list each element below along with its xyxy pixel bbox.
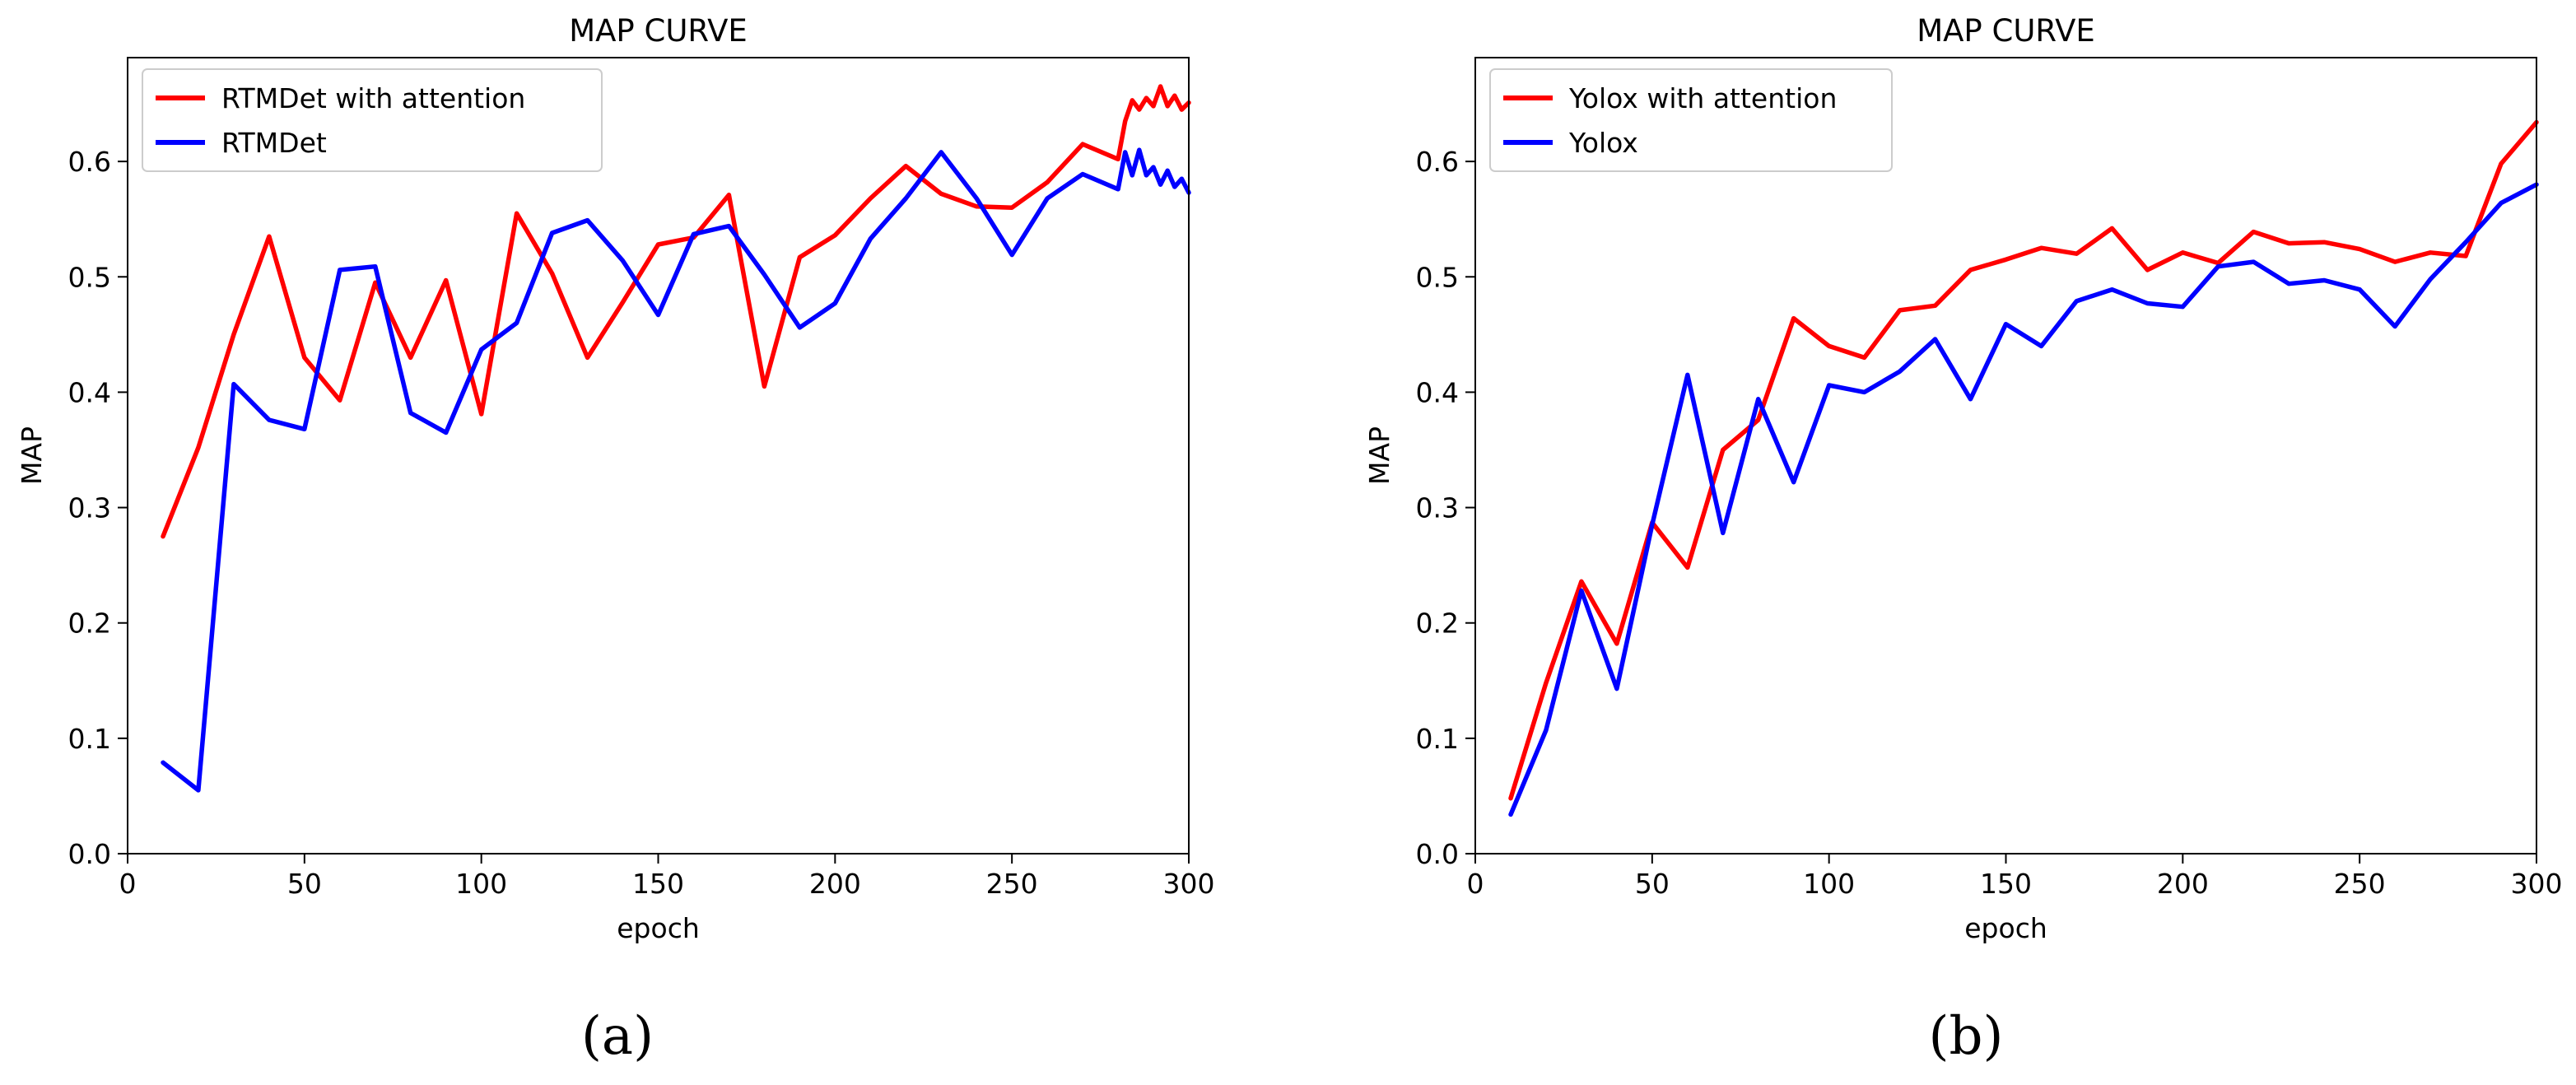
legend-label: Yolox with attention: [1568, 82, 1837, 114]
series-line-baseline: [161, 147, 1191, 793]
y-axis-label: MAP: [1363, 426, 1395, 485]
x-axis-label: epoch: [617, 912, 700, 944]
y-tick-label: 0.3: [68, 492, 111, 524]
legend-label: RTMDet with attention: [221, 82, 525, 114]
x-tick-label: 300: [2511, 868, 2563, 900]
x-tick-label: 50: [287, 868, 322, 900]
x-tick-label: 100: [455, 868, 507, 900]
y-axis-label: MAP: [16, 426, 48, 485]
y-tick-label: 0.4: [1416, 376, 1459, 408]
y-tick-label: 0.6: [68, 146, 111, 178]
legend-label: Yolox: [1568, 127, 1638, 159]
y-tick-label: 0.0: [1416, 838, 1459, 870]
x-tick-label: 250: [2334, 868, 2386, 900]
y-tick-label: 0.1: [68, 723, 111, 755]
chart-title: MAP CURVE: [569, 13, 748, 49]
y-tick-label: 0.2: [1416, 608, 1459, 640]
y-tick-label: 0.5: [1416, 261, 1459, 293]
y-tick-label: 0.4: [68, 376, 111, 408]
chart-panel-a: MAP CURVE 0 50 100 150 200 250 300 0.0 0.1 0.2 0.3 0…: [16, 13, 1215, 1067]
y-tick-label: 0.2: [68, 608, 111, 640]
x-tick-label: 0: [1467, 868, 1484, 900]
x-tick-label: 200: [2157, 868, 2209, 900]
x-tick-label: 100: [1803, 868, 1855, 900]
legend-label: RTMDet: [221, 127, 327, 159]
x-tick-label: 250: [986, 868, 1038, 900]
x-tick-label: 300: [1163, 868, 1215, 900]
x-tick-label: 200: [809, 868, 861, 900]
series-line-attention: [1508, 119, 2539, 801]
legend-box: [142, 68, 603, 172]
series-line-baseline: [1508, 182, 2539, 817]
y-tick-label: 0.6: [1416, 146, 1459, 178]
chart-title: MAP CURVE: [1917, 13, 2095, 49]
x-tick-label: 0: [119, 868, 137, 900]
y-tick-label: 0.1: [1416, 723, 1459, 755]
x-tick-label: 50: [1635, 868, 1670, 900]
panel-label: (b): [1929, 1006, 2004, 1067]
y-tick-label: 0.0: [68, 838, 111, 870]
y-tick-label: 0.3: [1416, 492, 1459, 524]
x-tick-label: 150: [632, 868, 684, 900]
legend-box: [1489, 68, 1893, 172]
chart-panel-b: MAP CURVE 0 50 100 150 200 250 300 0.0 0.1 0.2 0.3 0…: [1363, 13, 2563, 1067]
x-axis-label: epoch: [1964, 912, 2047, 944]
x-tick-label: 150: [1980, 868, 2032, 900]
y-tick-label: 0.5: [68, 261, 111, 293]
panel-label: (a): [581, 1006, 654, 1067]
